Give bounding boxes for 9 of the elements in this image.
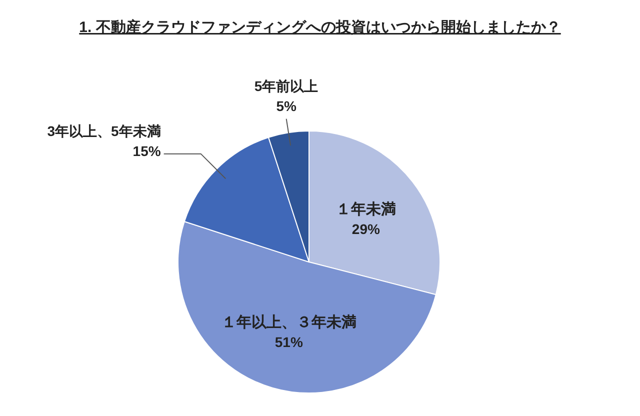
slice-label: 5年前以上 xyxy=(254,78,318,94)
slice-label: １年以上、３年未満 xyxy=(221,314,356,332)
data-label: 5% xyxy=(276,98,297,114)
data-label: 51% xyxy=(274,334,304,350)
data-label: 29% xyxy=(352,220,380,237)
chart-title: 1. 不動産クラウドファンディングへの投資はいつから開始しましたか？ xyxy=(79,18,561,36)
slice-label: １年未満 xyxy=(336,200,396,218)
slice-label: 3年以上、5年未満 xyxy=(47,122,161,139)
data-label: 15% xyxy=(132,142,162,159)
